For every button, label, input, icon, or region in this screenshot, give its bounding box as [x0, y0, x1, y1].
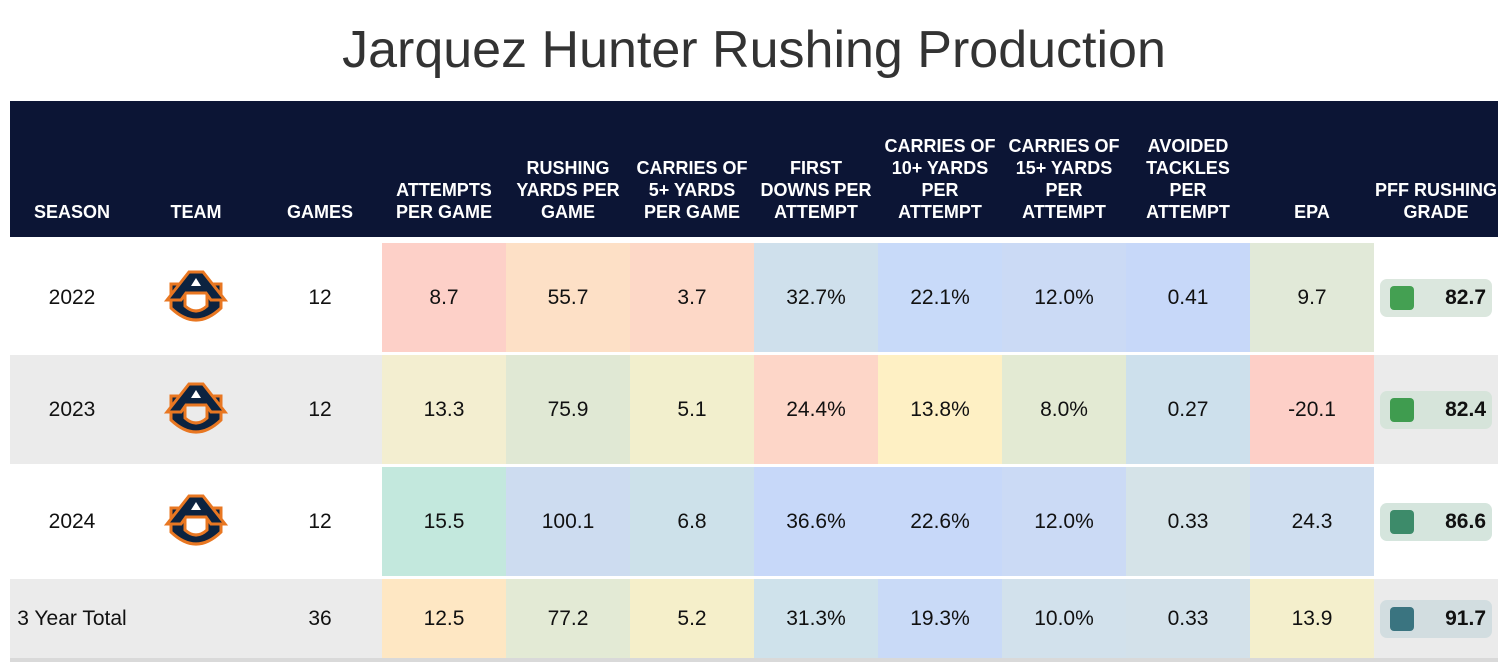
table-row: 2023 12 13.3 75.9 5.1 24.4% 13.8% 8.0% 0.27 -20.1… [10, 355, 1498, 464]
carries-5-per-game-cell: 5.2 [630, 579, 754, 659]
carries-10-per-attempt-cell: 19.3% [878, 579, 1002, 659]
epa-cell: 9.7 [1250, 243, 1374, 352]
games-cell: 36 [308, 607, 332, 630]
pff-grade-cell: 82.7 [1374, 243, 1498, 352]
team-cell [134, 579, 258, 659]
grade-swatch [1390, 285, 1414, 310]
grade-badge: 86.6 [1380, 502, 1492, 541]
grade-badge: 91.7 [1380, 600, 1492, 638]
grade-swatch [1390, 509, 1414, 534]
pff-grade-cell: 82.4 [1374, 355, 1498, 464]
header-carries-10-per-attempt: CARRIES OF 10+ YARDS PER ATTEMPT [884, 136, 996, 222]
first-downs-per-attempt-cell: 24.4% [754, 355, 878, 464]
epa-cell: -20.1 [1250, 355, 1374, 464]
header-rushing-yards-per-game: RUSHING YARDS PER GAME [516, 158, 620, 222]
grade-value: 82.4 [1445, 397, 1486, 421]
season-cell: 2024 [48, 509, 96, 533]
table-row: 2024 12 15.5 100.1 6.8 36.6% 22.6% 12.0% 0.33 24.… [10, 467, 1498, 576]
carries-10-per-attempt-cell: 22.1% [878, 243, 1002, 352]
auburn-au-logo-icon [163, 270, 229, 321]
carries-5-per-game-cell: 3.7 [630, 243, 754, 352]
epa-cell: 24.3 [1250, 467, 1374, 576]
carries-5-per-game-cell: 5.1 [630, 355, 754, 464]
table-row: 3 Year Total 36 12.5 77.2 5.2 31.3% 19.3% 10.0%… [10, 579, 1498, 659]
team-cell [134, 243, 258, 352]
games-cell: 12 [308, 285, 332, 309]
grade-swatch [1390, 397, 1414, 422]
attempts-per-game-cell: 12.5 [382, 579, 506, 659]
carries-15-per-attempt-cell: 8.0% [1002, 355, 1126, 464]
rushing-yards-per-game-cell: 77.2 [506, 579, 630, 659]
grade-value: 82.7 [1445, 285, 1486, 309]
carries-10-per-attempt-cell: 22.6% [878, 467, 1002, 576]
season-cell: 2023 [48, 397, 96, 421]
carries-15-per-attempt-cell: 12.0% [1002, 243, 1126, 352]
carries-15-per-attempt-cell: 12.0% [1002, 467, 1126, 576]
avoided-tackles-per-attempt-cell: 0.33 [1126, 467, 1250, 576]
header-games: GAMES [286, 202, 353, 222]
season-cell: 2022 [48, 285, 96, 309]
team-cell [134, 467, 258, 576]
header-first-downs-per-attempt: FIRST DOWNS PER ATTEMPT [760, 158, 872, 222]
table-row: 2022 12 8.7 55.7 3.7 32.7% 22.1% 12.0% 0.41 9.7 82… [10, 243, 1498, 352]
rushing-yards-per-game-cell: 75.9 [506, 355, 630, 464]
carries-5-per-game-cell: 6.8 [630, 467, 754, 576]
table-header: SEASON TEAM GAMES ATTEMPTS PER GAME RUSH… [10, 101, 1498, 237]
team-cell [134, 355, 258, 464]
avoided-tackles-per-attempt-cell: 0.41 [1126, 243, 1250, 352]
grade-value: 86.6 [1445, 509, 1486, 533]
grade-value: 91.7 [1445, 607, 1486, 630]
first-downs-per-attempt-cell: 32.7% [754, 243, 878, 352]
header-pff-rushing-grade: PFF RUSHING GRADE [1374, 180, 1497, 222]
games-cell: 12 [308, 509, 332, 533]
grade-badge: 82.4 [1380, 390, 1492, 429]
avoided-tackles-per-attempt-cell: 0.27 [1126, 355, 1250, 464]
carries-10-per-attempt-cell: 13.8% [878, 355, 1002, 464]
games-cell: 12 [308, 397, 332, 421]
attempts-per-game-cell: 15.5 [382, 467, 506, 576]
auburn-au-logo-icon [163, 494, 229, 545]
header-team: TEAM [170, 202, 222, 222]
epa-cell: 13.9 [1250, 579, 1374, 659]
pff-grade-cell: 86.6 [1374, 467, 1498, 576]
header-carries-5-per-game: CARRIES OF 5+ YARDS PER GAME [636, 158, 748, 222]
rushing-yards-per-game-cell: 100.1 [506, 467, 630, 576]
carries-15-per-attempt-cell: 10.0% [1002, 579, 1126, 659]
page-title: Jarquez Hunter Rushing Production [342, 21, 1166, 79]
header-epa: EPA [1294, 202, 1330, 222]
first-downs-per-attempt-cell: 36.6% [754, 467, 878, 576]
avoided-tackles-per-attempt-cell: 0.33 [1126, 579, 1250, 659]
grade-badge: 82.7 [1380, 278, 1492, 317]
auburn-au-logo-icon [163, 382, 229, 433]
first-downs-per-attempt-cell: 31.3% [754, 579, 878, 659]
header-attempts-per-game: ATTEMPTS PER GAME [395, 180, 492, 222]
header-carries-15-per-attempt: CARRIES OF 15+ YARDS PER ATTEMPT [1008, 136, 1120, 222]
rushing-yards-per-game-cell: 55.7 [506, 243, 630, 352]
pff-grade-cell: 91.7 [1374, 579, 1498, 659]
attempts-per-game-cell: 13.3 [382, 355, 506, 464]
header-season: SEASON [33, 202, 111, 222]
header-avoided-tackles-per-attempt: AVOIDED TACKLES PER ATTEMPT [1146, 136, 1230, 222]
attempts-per-game-cell: 8.7 [382, 243, 506, 352]
grade-swatch [1390, 607, 1414, 631]
season-cell: 3 Year Total [17, 607, 127, 630]
table-bottom-border [10, 658, 1498, 662]
